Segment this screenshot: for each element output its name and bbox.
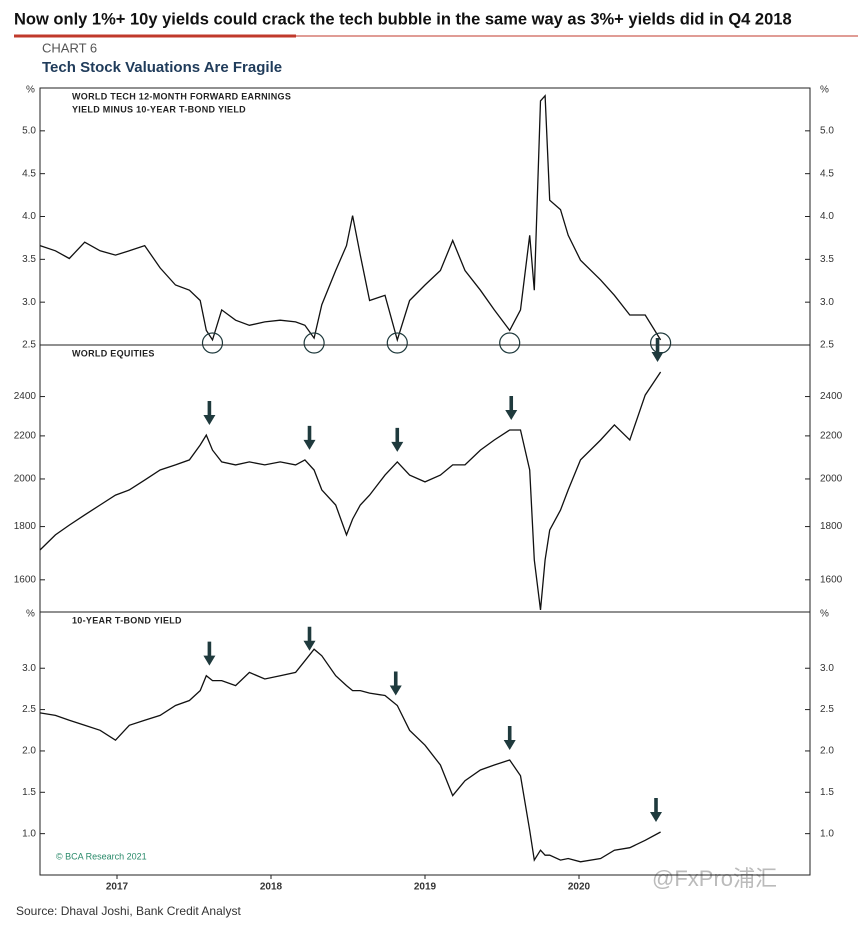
headline: Now only 1%+ 10y yields could crack the …: [14, 10, 792, 28]
circle-marker: [303, 332, 325, 354]
arrow: [303, 626, 316, 651]
panel-frame: [39, 344, 811, 613]
y-tick-label: 3.0: [22, 663, 36, 674]
y-tick-label: 2200: [820, 431, 843, 442]
circle-marker: [201, 332, 224, 354]
unit-label: %: [26, 85, 35, 96]
y-tick-label: 2200: [14, 431, 37, 442]
y-tick-label: 4.5: [22, 168, 36, 179]
arrow: [651, 338, 664, 363]
x-tick-label: 2020: [568, 882, 591, 893]
unit-label: %: [26, 609, 35, 620]
watermark: @FxPro浦汇: [652, 866, 777, 891]
y-tick-label: 2.0: [820, 746, 834, 757]
chart-title: Tech Stock Valuations Are Fragile: [42, 59, 282, 76]
panel-label: WORLD EQUITIES: [72, 348, 155, 358]
source: Source: Dhaval Joshi, Bank Credit Analys…: [16, 904, 241, 918]
panel-frame: [39, 87, 811, 346]
y-tick-label: 2.5: [820, 704, 834, 715]
y-tick-label: 3.5: [22, 254, 36, 265]
circle-marker: [499, 332, 521, 354]
x-tick-label: 2018: [260, 882, 283, 893]
y-tick-label: 4.0: [22, 211, 36, 222]
y-tick-label: 2.5: [22, 340, 36, 351]
series-line: [39, 371, 662, 610]
y-tick-label: 2400: [820, 391, 843, 402]
y-tick-label: 4.0: [820, 211, 834, 222]
y-tick-label: 2000: [820, 474, 843, 485]
y-tick-label: 1.0: [22, 828, 36, 839]
arrow: [503, 726, 516, 751]
y-tick-label: 4.5: [820, 168, 834, 179]
y-tick-label: 3.0: [22, 297, 36, 308]
panel-label: YIELD MINUS 10-YEAR T-BOND YIELD: [72, 104, 246, 114]
y-tick-label: 1.5: [22, 787, 36, 798]
y-tick-label: 1800: [820, 521, 843, 532]
panel-label: WORLD TECH 12-MONTH FORWARD EARNINGS: [72, 91, 291, 101]
y-tick-label: 1800: [14, 521, 37, 532]
arrow: [391, 427, 404, 452]
y-tick-label: 1600: [14, 574, 37, 585]
y-tick-label: 2.0: [22, 746, 36, 757]
circle-marker: [650, 332, 672, 354]
circle-marker: [386, 332, 408, 354]
arrow: [505, 395, 518, 420]
y-tick-label: 5.0: [22, 125, 36, 136]
chart-number: CHART 6: [42, 40, 97, 55]
panel-label: 10-YEAR T-BOND YIELD: [72, 615, 182, 625]
unit-label: %: [820, 609, 829, 620]
y-tick-label: 2400: [14, 391, 37, 402]
arrow: [203, 401, 216, 426]
unit-label: %: [820, 85, 829, 96]
y-tick-label: 2000: [14, 474, 37, 485]
x-tick-label: 2017: [106, 882, 129, 893]
panel-frame: [39, 611, 811, 876]
arrow: [389, 671, 402, 696]
y-tick-label: 5.0: [820, 125, 834, 136]
y-tick-label: 3.5: [820, 254, 834, 265]
x-tick-label: 2019: [414, 882, 437, 893]
y-tick-label: 1600: [820, 574, 843, 585]
y-tick-label: 1.5: [820, 787, 834, 798]
y-tick-label: 3.0: [820, 297, 834, 308]
arrow: [650, 797, 662, 822]
annotation: © BCA Research 2021: [56, 851, 147, 861]
arrow: [203, 641, 216, 666]
y-tick-label: 3.0: [820, 663, 834, 674]
y-tick-label: 2.5: [820, 340, 834, 351]
series-line: [39, 648, 661, 863]
y-tick-label: 1.0: [820, 828, 834, 839]
y-tick-label: 2.5: [22, 704, 36, 715]
series-line: [39, 94, 662, 343]
arrow: [303, 425, 316, 450]
